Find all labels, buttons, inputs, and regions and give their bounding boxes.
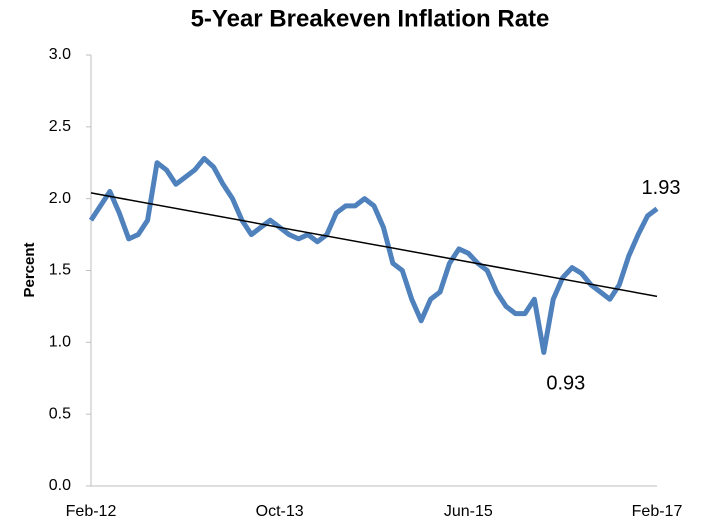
x-tick-label: Jun-15	[444, 503, 493, 520]
y-axis-label: Percent	[21, 242, 38, 297]
y-tick-label: 0.0	[49, 477, 71, 494]
data-label: 1.93	[642, 177, 681, 199]
data-line	[88, 155, 659, 355]
data-label: 0.93	[546, 373, 585, 395]
chart-title: 5-Year Breakeven Inflation Rate	[191, 5, 550, 32]
y-tick-label: 2.0	[49, 190, 71, 207]
x-tick-label: Feb-17	[632, 503, 683, 520]
y-tick-label: 1.0	[49, 334, 71, 351]
x-tick-label: Oct-13	[256, 503, 304, 520]
y-tick-label: 2.5	[49, 118, 71, 135]
x-tick-label: Feb-12	[66, 503, 117, 520]
y-tick-label: 3.0	[49, 46, 71, 63]
y-tick-label: 0.5	[49, 405, 71, 422]
y-tick-label: 1.5	[49, 262, 71, 279]
trend-line	[90, 192, 658, 298]
